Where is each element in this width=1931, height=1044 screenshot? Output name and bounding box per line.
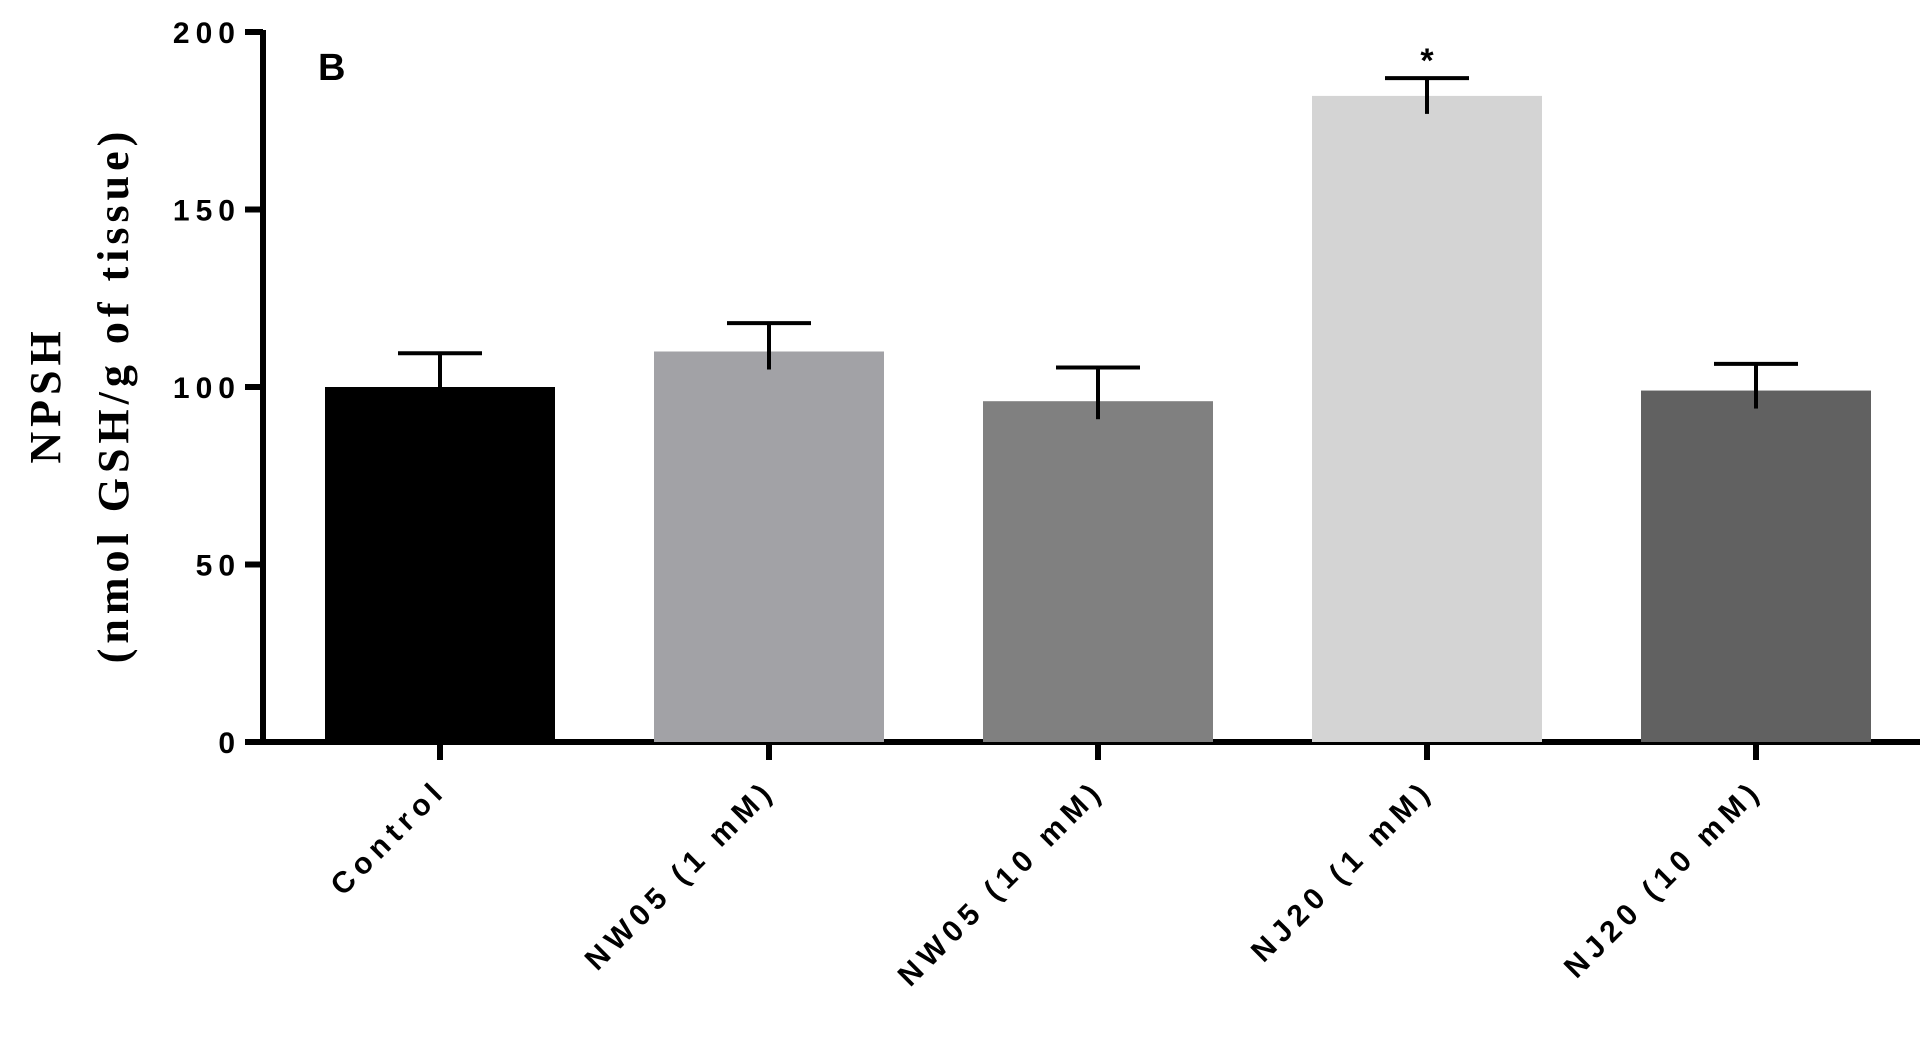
y-tick-label: 1 5 0 — [173, 195, 235, 228]
panel-label: B — [318, 47, 345, 89]
bar — [325, 387, 555, 742]
bar — [1641, 390, 1871, 742]
error-bars — [398, 76, 1798, 420]
y-tick-label: 5 0 — [196, 550, 235, 583]
x-category-label: NJ20 (1 mM) — [1245, 774, 1440, 969]
y-tick-label: 2 0 0 — [173, 17, 235, 50]
x-category-label: NW05 (10 mM) — [892, 774, 1111, 993]
bars — [325, 95, 1871, 742]
bar — [654, 351, 884, 742]
bar — [983, 401, 1213, 742]
y-axis-label-line2: (nmol GSH/g of tissue) — [89, 127, 138, 664]
bar — [1312, 95, 1542, 742]
y-tick-label: 0 — [218, 727, 235, 760]
x-category-label: NW05 (1 mM) — [579, 774, 782, 977]
x-category-label: NJ20 (10 mM) — [1558, 774, 1769, 985]
y-tick-label: 1 0 0 — [173, 372, 235, 405]
y-axis-label-line1: NPSH — [21, 326, 70, 463]
significance-marker: * — [1420, 42, 1434, 80]
x-category-label: Control — [325, 774, 453, 902]
